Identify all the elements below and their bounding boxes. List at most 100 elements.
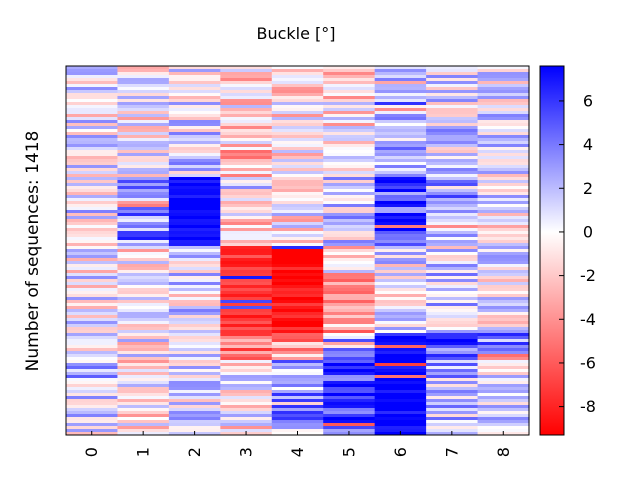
heatmap-cell [477, 234, 530, 237]
heatmap-cell [374, 348, 427, 351]
heatmap-cell [66, 384, 119, 387]
heatmap-cell [323, 108, 376, 111]
colorbar-tick-label: 0 [583, 222, 593, 241]
heatmap-cell [323, 270, 376, 273]
heatmap-cell [426, 108, 479, 111]
heatmap-cell [374, 279, 427, 282]
colorbar-tick-label: -8 [580, 397, 596, 416]
heatmap-cell [477, 381, 530, 384]
heatmap-cell [220, 201, 273, 204]
heatmap-cell [168, 234, 221, 237]
heatmap-cell [374, 324, 427, 327]
heatmap-cell [271, 213, 324, 216]
heatmap-cell [168, 111, 221, 114]
heatmap-cell [477, 141, 530, 144]
heatmap-cell [374, 168, 427, 171]
heatmap-cell [426, 333, 479, 336]
heatmap-cell [271, 324, 324, 327]
heatmap-cell [426, 288, 479, 291]
heatmap-cell [66, 405, 119, 408]
heatmap-cell [220, 309, 273, 312]
heatmap-cell [271, 123, 324, 126]
heatmap-cell [117, 309, 170, 312]
heatmap-cell [117, 426, 170, 429]
heatmap-cell [323, 363, 376, 366]
heatmap-cell [426, 315, 479, 318]
heatmap-cell [117, 333, 170, 336]
heatmap-cell [271, 288, 324, 291]
colorbar-tick-label: 6 [583, 91, 593, 110]
heatmap-cell [220, 159, 273, 162]
heatmap-cell [271, 252, 324, 255]
heatmap-cell [117, 297, 170, 300]
heatmap-cell [323, 372, 376, 375]
heatmap-cell [220, 246, 273, 249]
heatmap-cell [220, 345, 273, 348]
heatmap-cell [168, 171, 221, 174]
heatmap-cell [220, 426, 273, 429]
heatmap-cell [66, 324, 119, 327]
heatmap-cell [271, 192, 324, 195]
heatmap-cell [426, 210, 479, 213]
heatmap-cell [66, 183, 119, 186]
heatmap-cell [117, 213, 170, 216]
heatmap-cell [168, 267, 221, 270]
heatmap-cell [66, 375, 119, 378]
heatmap-cell [477, 369, 530, 372]
heatmap-cell [271, 345, 324, 348]
heatmap-cell [220, 402, 273, 405]
heatmap-cell [271, 246, 324, 249]
heatmap-cell [374, 375, 427, 378]
heatmap-cell [220, 189, 273, 192]
heatmap-cell [323, 201, 376, 204]
heatmap-cell [220, 195, 273, 198]
heatmap-cell [374, 315, 427, 318]
heatmap-cell [477, 126, 530, 129]
heatmap-cell [117, 294, 170, 297]
heatmap-cell [374, 426, 427, 429]
heatmap-cell [477, 177, 530, 180]
heatmap-cell [117, 231, 170, 234]
heatmap-cell [220, 375, 273, 378]
heatmap-cell [168, 297, 221, 300]
heatmap-cell [168, 237, 221, 240]
heatmap-cell [271, 117, 324, 120]
heatmap-cell [477, 372, 530, 375]
heatmap-cell [477, 276, 530, 279]
heatmap-cell [374, 252, 427, 255]
heatmap-cell [374, 372, 427, 375]
heatmap-cell [271, 78, 324, 81]
heatmap-cell [168, 93, 221, 96]
heatmap-cell [117, 285, 170, 288]
heatmap-cell [66, 426, 119, 429]
heatmap-cell [220, 150, 273, 153]
heatmap-cell [374, 213, 427, 216]
heatmap-cell [66, 72, 119, 75]
heatmap-cell [220, 93, 273, 96]
heatmap-cell [220, 360, 273, 363]
heatmap-cell [477, 123, 530, 126]
heatmap-cell [220, 333, 273, 336]
heatmap-cell [477, 114, 530, 117]
heatmap-cell [66, 81, 119, 84]
heatmap-cell [323, 132, 376, 135]
heatmap-cell [426, 168, 479, 171]
heatmap-cell [426, 324, 479, 327]
heatmap-cell [66, 156, 119, 159]
heatmap-cell [117, 261, 170, 264]
heatmap-cell [117, 372, 170, 375]
heatmap-cell [117, 393, 170, 396]
heatmap-cell [66, 123, 119, 126]
heatmap-cell [117, 276, 170, 279]
heatmap-cell [426, 258, 479, 261]
heatmap-cell [220, 192, 273, 195]
heatmap-cell [168, 318, 221, 321]
heatmap-cell [374, 333, 427, 336]
heatmap-cell [220, 354, 273, 357]
heatmap-cell [220, 408, 273, 411]
heatmap-cell [323, 327, 376, 330]
heatmap-cell [220, 243, 273, 246]
heatmap-cell [66, 363, 119, 366]
heatmap-cell [271, 75, 324, 78]
heatmap-cell [117, 282, 170, 285]
